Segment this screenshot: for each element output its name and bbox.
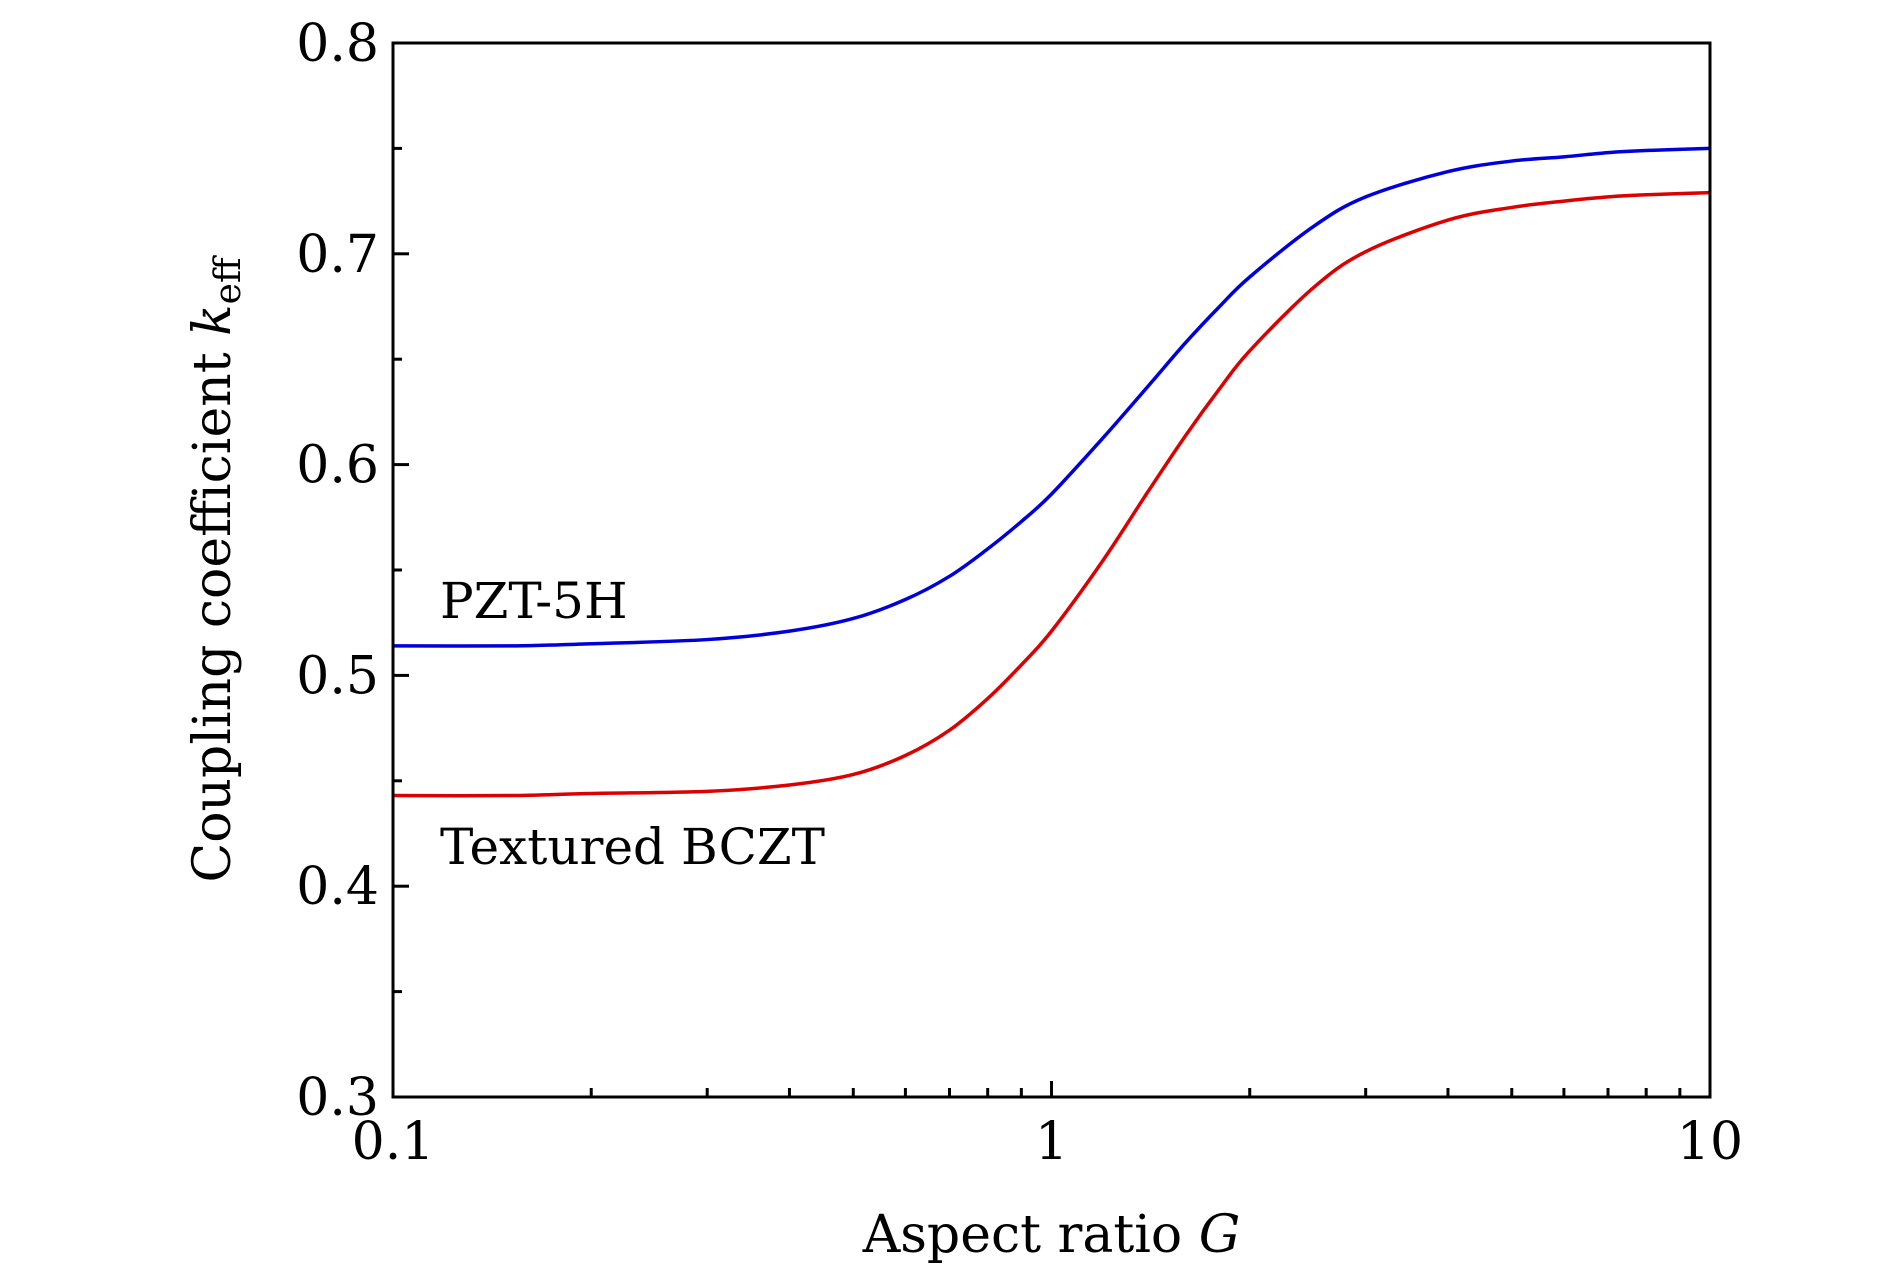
series-line-textured-bczt (392, 190, 1711, 798)
x-axis-title-text: Aspect ratio (862, 1205, 1199, 1264)
x-axis-title-var: G (1199, 1205, 1241, 1264)
y-axis-title: Coupling coefficient keff (183, 255, 249, 882)
ticks-layer (391, 41, 1712, 1099)
y-tick-label: 0.8 (296, 14, 379, 74)
y-tick-label: 0.7 (296, 225, 379, 285)
labels-layer: 0.3 0.4 0.5 0.6 0.7 0.8 0.1 1 10 (296, 14, 1743, 1172)
x-tick-label: 1 (1035, 1112, 1068, 1172)
y-tick-label: 0.3 (296, 1068, 379, 1128)
series-line-pzt-5h (392, 146, 1711, 648)
y-tick-label: 0.6 (296, 436, 379, 496)
y-tick-label: 0.4 (296, 857, 379, 917)
series-label-pzt-5h: PZT-5H (440, 572, 628, 630)
x-axis-title: Aspect ratio G (862, 1205, 1241, 1264)
y-axis-title-var: k (183, 304, 243, 336)
plot-frame (391, 41, 1712, 1099)
y-axis-title-sub: eff (208, 255, 249, 304)
y-axis-title-text: Coupling coefficient (183, 336, 243, 883)
x-tick-label: 0.1 (352, 1112, 435, 1172)
series-layer (392, 146, 1711, 798)
x-tick-label: 10 (1677, 1112, 1743, 1172)
y-tick-label: 0.5 (296, 646, 379, 706)
series-label-textured-bczt: Textured BCZT (440, 818, 825, 876)
